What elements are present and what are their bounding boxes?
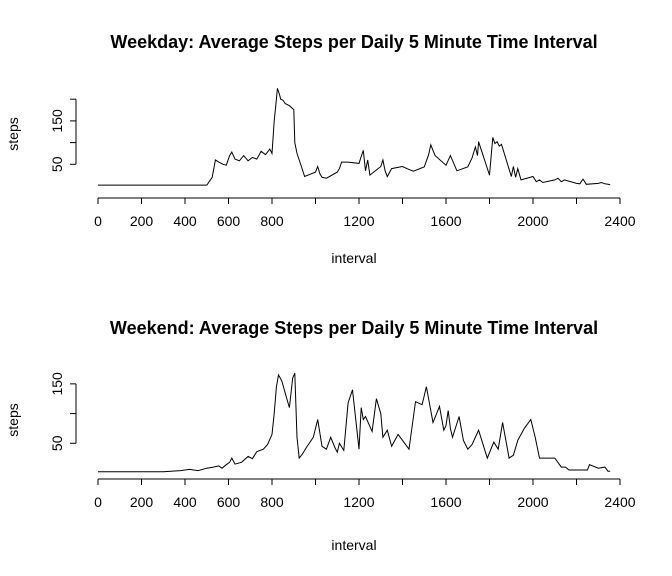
x-tick-label: 600 (217, 213, 241, 229)
y-tick-label: 150 (49, 372, 65, 396)
x-tick-label: 200 (130, 213, 154, 229)
x-tick-label: 800 (260, 494, 284, 510)
x-tick-label: 1600 (430, 213, 461, 229)
x-tick-label: 600 (217, 494, 241, 510)
x-tick-label: 2400 (604, 494, 635, 510)
series-line (98, 372, 611, 473)
y-axis-label: steps (5, 403, 21, 436)
weekday-panel: Weekday: Average Steps per Daily 5 Minut… (5, 32, 636, 266)
axes: 0 200 400 600 800 1200 1600 2000 2400 50 150 (49, 372, 636, 510)
panel-title: Weekend: Average Steps per Daily 5 Minut… (110, 318, 598, 338)
y-tick-label: 50 (49, 156, 65, 172)
x-tick-label: 1600 (430, 494, 461, 510)
x-tick-label: 200 (130, 494, 154, 510)
x-tick-label: 400 (173, 213, 197, 229)
x-tick-label: 2000 (517, 494, 548, 510)
x-tick-label: 1200 (343, 494, 374, 510)
y-tick-label: 50 (49, 435, 65, 451)
series-line (98, 88, 611, 186)
x-axis-label: interval (331, 537, 376, 553)
panel-title: Weekday: Average Steps per Daily 5 Minut… (110, 32, 597, 52)
x-tick-label: 2400 (604, 213, 635, 229)
x-tick-label: 800 (260, 213, 284, 229)
x-tick-label: 0 (94, 213, 102, 229)
plot-area (98, 372, 611, 473)
weekend-panel: Weekend: Average Steps per Daily 5 Minut… (5, 318, 636, 553)
axes: 0 200 400 600 800 1200 1600 2000 2400 50 150 (49, 98, 636, 229)
plot-area (98, 88, 611, 186)
x-tick-label: 1200 (343, 213, 374, 229)
x-axis-label: interval (331, 250, 376, 266)
x-tick-label: 0 (94, 494, 102, 510)
y-axis-label: steps (5, 117, 21, 150)
x-tick-label: 2000 (517, 213, 548, 229)
y-tick-label: 150 (49, 109, 65, 133)
x-tick-label: 400 (173, 494, 197, 510)
